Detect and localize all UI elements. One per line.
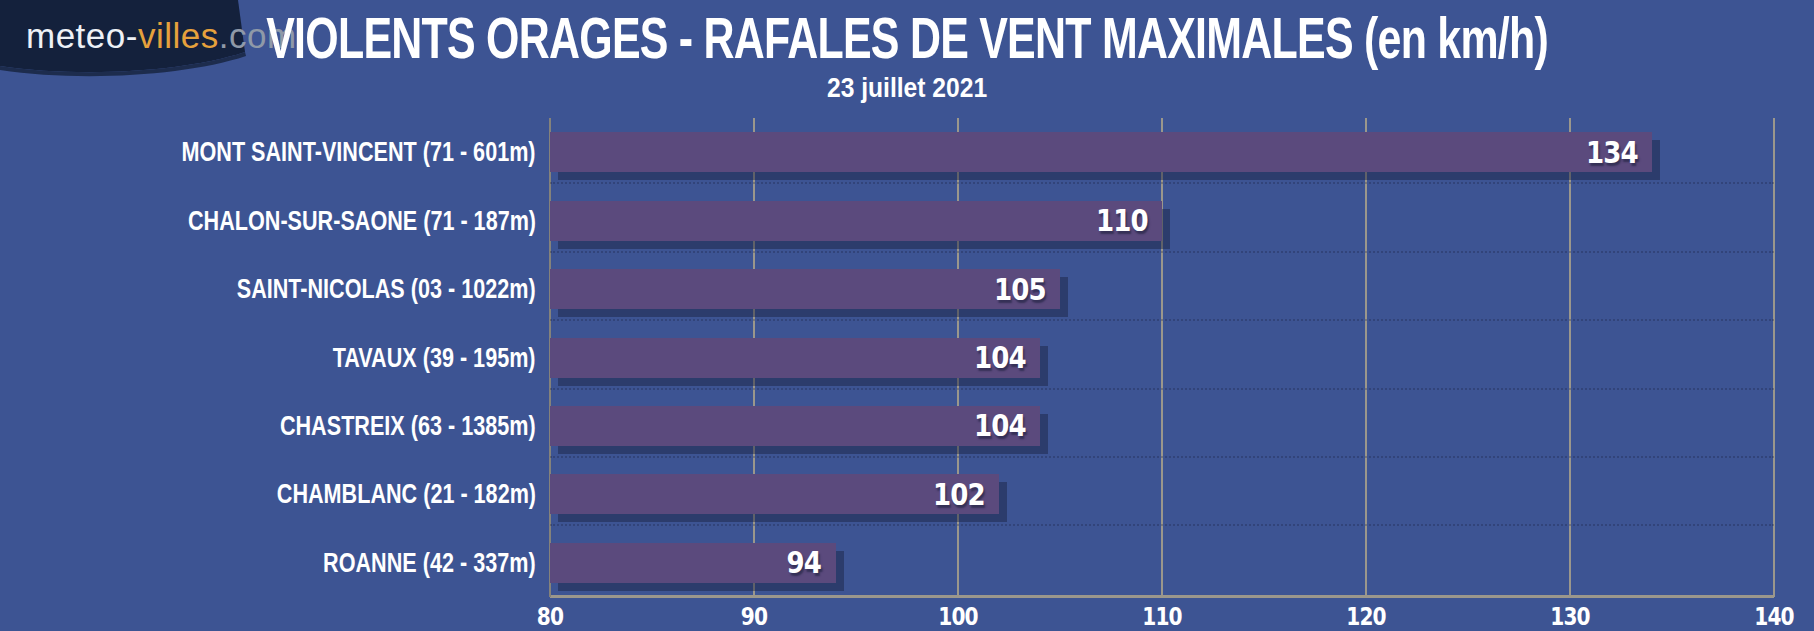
bar: 102	[550, 474, 999, 514]
chart-subtitle: 23 juillet 2021	[0, 72, 1814, 104]
bar-value-label: 104	[974, 342, 1026, 373]
x-tick-label: 100	[920, 603, 996, 631]
category-label: CHAMBLANC (21 - 182m)	[277, 474, 536, 514]
category-labels-column: MONT SAINT-VINCENT (71 - 601m) CHALON-SUR…	[0, 118, 536, 597]
x-tick-label: 130	[1532, 603, 1608, 631]
bar-value-label: 110	[1096, 205, 1148, 236]
row-separator	[550, 251, 1774, 253]
row-separator	[550, 456, 1774, 458]
bar-value-label: 105	[994, 274, 1046, 305]
bar: 105	[550, 269, 1060, 309]
x-tick-label: 110	[1124, 603, 1200, 631]
bar-value-label: 94	[787, 547, 822, 578]
category-label: MONT SAINT-VINCENT (71 - 601m)	[182, 132, 536, 172]
category-label: SAINT-NICOLAS (03 - 1022m)	[237, 269, 536, 309]
category-label: CHALON-SUR-SAONE (71 - 187m)	[188, 201, 536, 241]
category-label: TAVAUX (39 - 195m)	[333, 338, 536, 378]
chart-title-text: VIOLENTS ORAGES - RAFALES DE VENT MAXIMA…	[266, 4, 1548, 71]
bar: 94	[550, 543, 836, 583]
chart-title: VIOLENTS ORAGES - RAFALES DE VENT MAXIMA…	[0, 4, 1814, 71]
x-tick-label: 90	[716, 603, 792, 631]
x-tick-label: 140	[1736, 603, 1812, 631]
x-axis-tick-labels: 8090100110120130140	[550, 603, 1774, 631]
infographic-canvas: meteo-villes.com VIOLENTS ORAGES - RAFAL…	[0, 0, 1814, 631]
x-tick-label: 80	[512, 603, 588, 631]
plot-area: 134 110 105 104 104 102 94	[550, 118, 1774, 597]
bar-value-label: 104	[974, 410, 1026, 441]
bar-value-label: 134	[1586, 137, 1638, 168]
bar: 104	[550, 338, 1040, 378]
x-tick-label: 120	[1328, 603, 1404, 631]
bar: 110	[550, 201, 1162, 241]
category-label: ROANNE (42 - 337m)	[324, 543, 536, 583]
category-label: CHASTREIX (63 - 1385m)	[280, 406, 536, 446]
bar-value-label: 102	[933, 479, 985, 510]
row-separator	[550, 524, 1774, 526]
row-separator	[550, 319, 1774, 321]
chart-subtitle-text: 23 juillet 2021	[827, 72, 987, 104]
bar: 134	[550, 132, 1652, 172]
row-separator	[550, 182, 1774, 184]
row-separator	[550, 388, 1774, 390]
bar: 104	[550, 406, 1040, 446]
